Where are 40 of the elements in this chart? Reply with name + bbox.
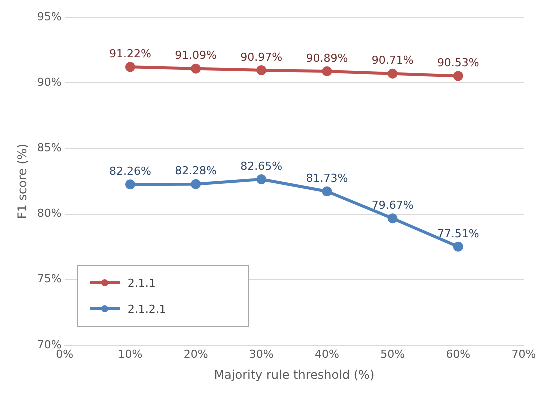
data-label: 82.28%: [175, 164, 218, 178]
data-label: 90.53%: [437, 56, 480, 70]
point: [125, 62, 136, 72]
x-tick-label: 20%: [184, 348, 208, 361]
x-tick-label: 50%: [380, 348, 406, 361]
x-tick-label: 70%: [512, 348, 536, 361]
data-label: 91.09%: [175, 49, 218, 62]
legend-label: 2.1.2.1: [128, 302, 166, 316]
data-label: 77.51%: [437, 227, 480, 240]
point: [191, 179, 202, 190]
y-tick-label: 90%: [37, 76, 62, 90]
data-label: 90.97%: [240, 50, 283, 64]
data-label: 79.67%: [372, 198, 414, 212]
point: [256, 65, 267, 76]
point: [388, 68, 398, 79]
x-tick-label: 40%: [314, 348, 340, 361]
point: [322, 186, 332, 197]
x-axis-title: Majority rule threshold (%): [214, 368, 375, 382]
x-tick-label: 30%: [249, 348, 274, 361]
point: [322, 66, 332, 76]
point: [388, 214, 398, 224]
point: [453, 71, 464, 82]
y-tick-label: 95%: [37, 10, 62, 24]
y-tick-label: 85%: [37, 142, 62, 155]
y-tick-label: 80%: [37, 207, 62, 220]
point: [453, 242, 464, 252]
point: [125, 180, 136, 190]
data-label: 90.89%: [306, 52, 348, 65]
legend-label: 2.1.1: [128, 276, 156, 290]
data-label: 81.73%: [306, 172, 348, 185]
y-axis-title: F1 score (%): [15, 144, 30, 220]
point: [256, 174, 267, 185]
data-label: 82.26%: [109, 165, 152, 178]
x-tick-label: 10%: [118, 348, 143, 361]
y-tick-label: 75%: [37, 272, 62, 286]
data-label: 82.65%: [240, 160, 283, 173]
data-label: 91.22%: [109, 48, 152, 61]
x-tick-label: 60%: [446, 348, 471, 361]
data-label: 90.71%: [372, 54, 414, 68]
point: [191, 64, 202, 74]
